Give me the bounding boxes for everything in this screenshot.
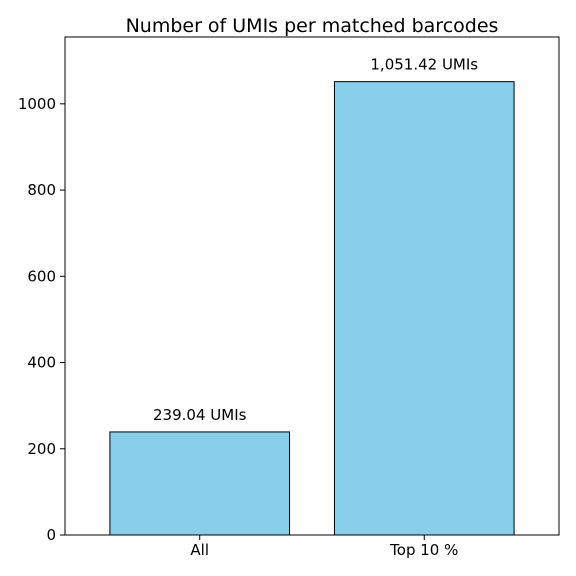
bar-value-label: 1,051.42 UMIs [370,56,478,74]
y-tick-label: 0 [46,526,56,544]
x-tick-label: All [190,541,209,559]
y-tick-label: 200 [27,440,56,458]
bar [333,81,515,536]
plot-frame [64,36,560,536]
data-labels: 239.04 UMIs 1,051.42 UMIs [153,56,478,424]
bar [109,431,291,536]
y-tick-label: 400 [27,354,56,372]
bars [109,81,515,536]
y-tick-label: 800 [27,181,56,199]
y-tick-label: 1000 [18,95,56,113]
x-axis: All Top 10 % [190,535,458,559]
chart-title: Number of UMIs per matched barcodes [126,15,499,37]
y-axis: 0 200 400 600 800 1000 [18,95,65,544]
bar-value-label: 239.04 UMIs [153,406,247,424]
y-tick-label: 600 [27,267,56,285]
x-tick-label: Top 10 % [389,541,458,559]
